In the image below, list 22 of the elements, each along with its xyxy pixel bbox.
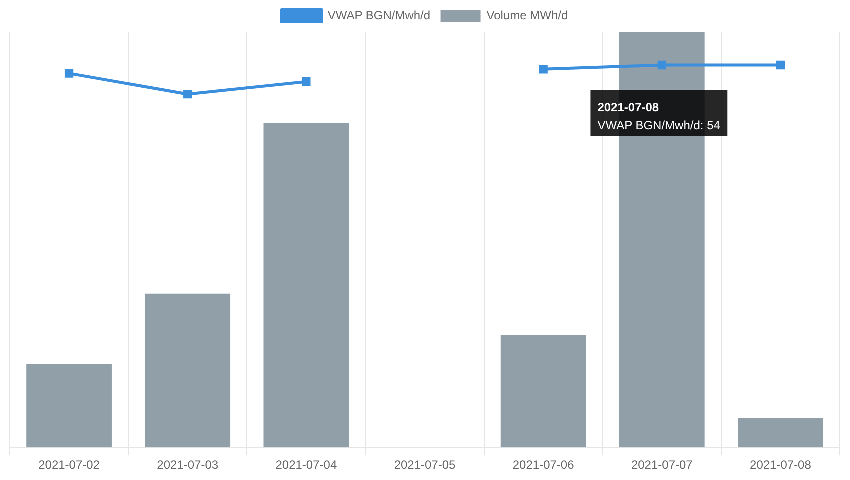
legend-label: VWAP BGN/Mwh/d	[328, 8, 431, 22]
bar	[26, 364, 112, 448]
point	[776, 60, 786, 70]
x-tick-label: 2021-07-04	[276, 458, 338, 472]
x-tick-label: 2021-07-06	[512, 458, 575, 472]
bar	[145, 294, 231, 448]
bar	[738, 418, 824, 448]
x-tick-label: 2021-07-07	[631, 458, 694, 472]
legend-label: Volume MWh/d	[486, 8, 568, 22]
x-tick-label: 2021-07-05	[394, 458, 456, 472]
point	[64, 69, 74, 78]
bar	[500, 335, 586, 448]
point	[302, 78, 311, 86]
x-tick-label: 2021-07-02	[38, 458, 100, 472]
point	[658, 60, 666, 70]
x-tick-label: 2021-07-08	[750, 458, 812, 472]
point	[539, 65, 548, 74]
annotation: VWAP BGN/Mwh/d: 54	[598, 118, 721, 132]
point	[184, 90, 192, 99]
x-tick-label: 2021-07-03	[157, 458, 219, 472]
bar	[264, 123, 350, 448]
annotation: 2021-07-08	[598, 100, 660, 114]
